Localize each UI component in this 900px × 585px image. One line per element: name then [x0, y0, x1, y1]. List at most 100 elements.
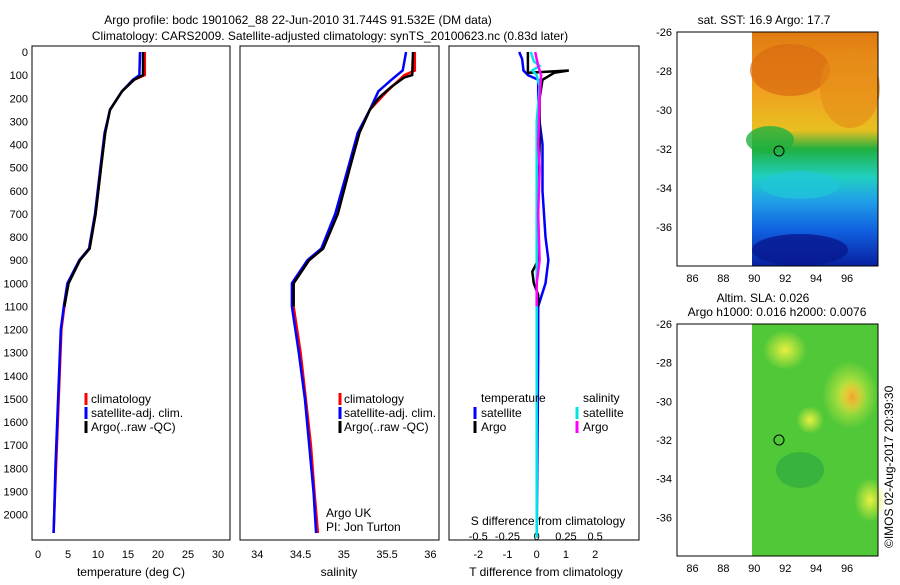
map-lat-tick-label: -32: [656, 435, 672, 447]
difference-tick-label: 1: [563, 549, 569, 561]
sst-map-frame: [676, 31, 879, 267]
difference-line-t-satellite: [518, 51, 550, 538]
legend-label-argo: Argo(..raw -QC): [344, 420, 429, 434]
temperature-tick-label: 30: [212, 549, 224, 561]
depth-tick-label: 700: [10, 209, 28, 221]
salinity-legend: climatology satellite-adj. clim. Argo(..…: [326, 392, 436, 534]
map-lat-tick-label: -28: [656, 358, 672, 370]
temperature-tick-label: 0: [35, 549, 41, 561]
temperature-tick-label: 25: [182, 549, 194, 561]
sst-cyan-patch: [760, 171, 840, 199]
depth-tick-label: 1200: [4, 325, 28, 337]
temperature-tick-label: 15: [122, 549, 134, 561]
map-lat-tick-label: -26: [656, 27, 672, 39]
depth-tick-label: 1800: [4, 463, 28, 475]
difference-line-t-argo: [526, 52, 569, 307]
map-lat-tick-label: -36: [656, 222, 672, 234]
temperature-tick-label: 20: [152, 549, 164, 561]
difference-panel-frame: [448, 45, 640, 541]
map-lon-tick-label: 90: [748, 273, 760, 285]
depth-tick-label: 1600: [4, 417, 28, 429]
sla-high-patch: [796, 406, 824, 434]
depth-tick-label: 500: [10, 163, 28, 175]
salinity-line-argo: [292, 51, 415, 307]
depth-tick-label: 400: [10, 140, 28, 152]
sla-map-title-2: Argo h1000: 0.016 h2000: 0.0076: [688, 305, 867, 319]
map-lat-tick-label: -28: [656, 66, 672, 78]
map-lat-tick-label: -26: [656, 319, 672, 331]
salinity-tick-label: 34.5: [290, 549, 311, 561]
depth-tick-label: 1700: [4, 440, 28, 452]
sst-green-patch: [746, 126, 794, 154]
map-lon-tick-label: 92: [779, 273, 791, 285]
salinity-diff-tick-label: -0.25: [495, 531, 520, 543]
depth-tick-label: 2000: [4, 510, 28, 522]
salinity-tick-label: 35: [338, 549, 350, 561]
temperature-xlabel: temperature (deg C): [77, 565, 185, 579]
depth-axis: 0 100 200 300 400 500 600 700 800 900 1000 1100 1200…: [4, 47, 28, 522]
imos-credit: ©IMOS 02-Aug-2017 20:39:30: [882, 385, 896, 548]
depth-tick-label: 1100: [4, 301, 28, 313]
legend-heading-salinity: salinity: [583, 391, 620, 405]
sla-map-frame: [676, 323, 879, 557]
sst-heatmap: [746, 32, 880, 266]
legend-heading-temperature: temperature: [481, 391, 546, 405]
depth-tick-label: 900: [10, 255, 28, 267]
temperature-panel-frame: [31, 45, 231, 541]
difference-tick-label: -2: [473, 549, 483, 561]
sla-map-axes: 86 88 90 92 94 96 -26 -28 -30 -32 -34 -36: [656, 319, 853, 575]
difference-series: [518, 51, 569, 538]
sst-argo-location-marker: [773, 145, 785, 157]
map-lat-tick-label: -32: [656, 144, 672, 156]
map-lat-tick-label: -30: [656, 396, 672, 408]
map-lon-tick-label: 88: [717, 273, 729, 285]
map-lon-tick-label: 96: [841, 563, 853, 575]
sst-warm-patch: [820, 48, 880, 128]
difference-xlabel-top: S difference from climatology: [471, 514, 626, 528]
header-line-1: Argo profile: bodc 1901062_88 22-Jun-201…: [104, 13, 492, 27]
sst-warm-patch: [750, 44, 830, 96]
depth-tick-label: 300: [10, 116, 28, 128]
salinity-panel-frame: [239, 45, 440, 541]
depth-tick-label: 100: [10, 70, 28, 82]
salinity-diff-tick-label: -0.5: [469, 531, 488, 543]
salinity-diff-tick-label: 0.25: [555, 531, 576, 543]
map-lon-tick-label: 88: [717, 563, 729, 575]
sst-map-title: sat. SST: 16.9 Argo: 17.7: [698, 13, 831, 27]
header-line-2: Climatology: CARS2009. Satellite-adjuste…: [92, 29, 568, 43]
temperature-tick-label: 10: [92, 549, 104, 561]
depth-tick-label: 1000: [4, 278, 28, 290]
legend-label-satellite: satellite-adj. clim.: [344, 406, 436, 420]
legend-label-t-satellite: satellite: [481, 406, 522, 420]
salinity-series: [290, 51, 417, 534]
map-lon-tick-label: 96: [841, 273, 853, 285]
annotation-pi: PI: Jon Turton: [326, 520, 401, 534]
difference-line-s-argo: [533, 51, 543, 307]
map-lat-tick-label: -30: [656, 105, 672, 117]
map-lat-tick-label: -34: [656, 474, 672, 486]
depth-tick-label: 800: [10, 232, 28, 244]
salinity-xlabel: salinity: [321, 565, 358, 579]
depth-tick-label: 200: [10, 93, 28, 105]
temperature-line-argo: [63, 52, 145, 307]
legend-label-t-argo: Argo: [481, 420, 507, 434]
difference-tick-label: -1: [503, 549, 513, 561]
map-lon-tick-label: 86: [686, 563, 698, 575]
temperature-legend: climatology satellite-adj. clim. Argo(..…: [84, 392, 183, 434]
depth-tick-label: 0: [22, 47, 28, 59]
legend-label-satellite: satellite-adj. clim.: [91, 406, 183, 420]
legend-label-climatology: climatology: [91, 392, 151, 406]
sla-high-patch: [763, 330, 807, 370]
map-lat-tick-label: -36: [656, 512, 672, 524]
difference-tick-label: 0: [534, 549, 540, 561]
annotation-argo-uk: Argo UK: [326, 506, 371, 520]
map-lon-tick-label: 86: [686, 273, 698, 285]
sla-peak-patch: [838, 379, 866, 415]
depth-tick-label: 1400: [4, 371, 28, 383]
legend-label-climatology: climatology: [344, 392, 404, 406]
salinity-tick-label: 36: [424, 549, 436, 561]
depth-tick-label: 1900: [4, 486, 28, 498]
temperature-x-axis: 0 5 10 15 20 25 30: [35, 549, 224, 561]
sla-map-title-1: Altim. SLA: 0.026: [717, 291, 810, 305]
